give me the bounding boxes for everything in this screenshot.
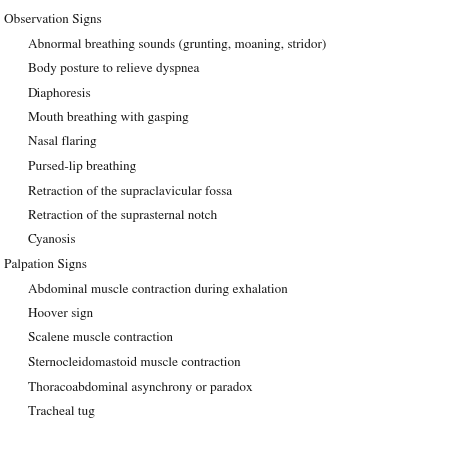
Text: Body posture to relieve dyspnea: Body posture to relieve dyspnea	[28, 63, 200, 75]
Text: Diaphoresis: Diaphoresis	[28, 87, 91, 100]
Text: Thoracoabdominal asynchrony or paradox: Thoracoabdominal asynchrony or paradox	[28, 381, 253, 394]
Text: Pursed-lip breathing: Pursed-lip breathing	[28, 161, 136, 173]
Text: Observation Signs: Observation Signs	[4, 14, 101, 26]
Text: Mouth breathing with gasping: Mouth breathing with gasping	[28, 112, 189, 124]
Text: Palpation Signs: Palpation Signs	[4, 259, 87, 271]
Text: Abdominal muscle contraction during exhalation: Abdominal muscle contraction during exha…	[28, 284, 288, 296]
Text: Abnormal breathing sounds (grunting, moaning, stridor): Abnormal breathing sounds (grunting, moa…	[28, 39, 327, 51]
Text: Hoover sign: Hoover sign	[28, 308, 93, 320]
Text: Cyanosis: Cyanosis	[28, 235, 76, 246]
Text: Tracheal tug: Tracheal tug	[28, 406, 95, 418]
Text: Sternocleidomastoid muscle contraction: Sternocleidomastoid muscle contraction	[28, 357, 241, 369]
Text: Scalene muscle contraction: Scalene muscle contraction	[28, 333, 173, 344]
Text: Retraction of the suprasternal notch: Retraction of the suprasternal notch	[28, 210, 217, 222]
Text: Retraction of the supraclavicular fossa: Retraction of the supraclavicular fossa	[28, 185, 232, 198]
Text: Nasal flaring: Nasal flaring	[28, 136, 97, 149]
